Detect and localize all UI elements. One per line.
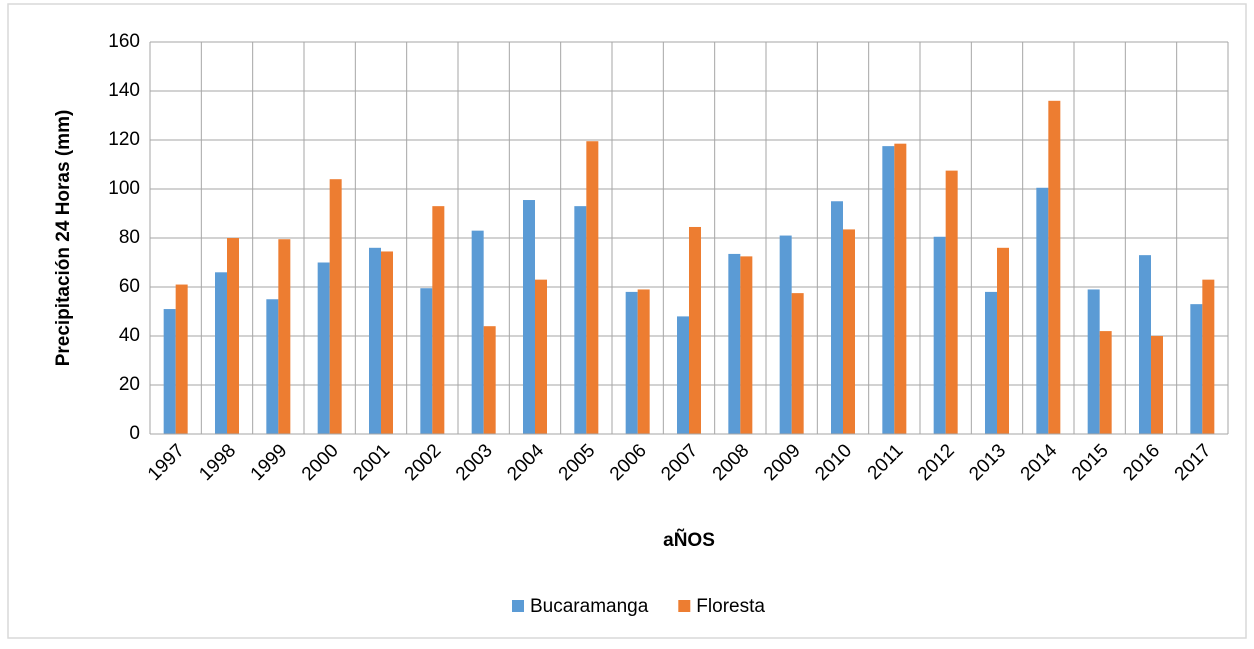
y-tick-label: 0: [129, 423, 140, 444]
bar: [843, 229, 855, 434]
bar: [882, 146, 895, 434]
bar: [586, 141, 599, 434]
bar: [1202, 279, 1215, 434]
bar: [1087, 289, 1100, 434]
bar: [574, 206, 587, 434]
bar: [317, 262, 330, 434]
bar: [985, 291, 997, 434]
bar: [163, 309, 176, 434]
legend-label: Bucaramanga: [530, 596, 649, 617]
bar: [523, 200, 535, 434]
bar: [278, 239, 291, 434]
bar: [728, 253, 741, 434]
bar: [1151, 336, 1163, 434]
y-tick-label: 20: [119, 374, 140, 395]
bar: [215, 272, 227, 434]
bar: [381, 251, 393, 434]
bar: [1099, 331, 1112, 434]
y-tick-label: 60: [119, 276, 140, 297]
bar: [432, 206, 445, 434]
bar: [740, 256, 753, 434]
bar: [227, 238, 239, 434]
y-tick-label: 140: [108, 80, 140, 101]
y-tick-label: 100: [108, 178, 140, 199]
bar: [945, 170, 958, 434]
bar: [779, 235, 792, 434]
bar: [933, 236, 946, 434]
bar: [637, 289, 650, 434]
y-axis-title: Precipitación 24 Horas (mm): [53, 110, 74, 367]
legend-swatch: [512, 600, 524, 612]
bar: [1048, 100, 1061, 435]
bar: [997, 247, 1009, 434]
y-tick-label: 80: [119, 227, 140, 248]
bar: [791, 293, 804, 434]
bar: [535, 279, 547, 434]
bar: [329, 179, 342, 434]
bar: [831, 201, 843, 434]
bar: [689, 226, 701, 434]
bar: [894, 143, 907, 435]
legend-label: Floresta: [696, 596, 765, 617]
bar: [677, 316, 689, 434]
y-tick-label: 120: [108, 129, 140, 150]
legend-swatch: [678, 600, 691, 612]
bar: [266, 299, 279, 434]
bar: [471, 230, 484, 434]
y-tick-label: 160: [108, 31, 140, 52]
bar: [175, 284, 188, 434]
bar: [420, 288, 433, 434]
bar: [369, 247, 381, 434]
y-tick-label: 40: [119, 325, 140, 346]
bar: [483, 326, 496, 434]
bar: [1139, 255, 1151, 434]
bar: [1190, 304, 1203, 434]
x-axis-title: aÑOS: [663, 529, 715, 551]
bar: [625, 291, 638, 434]
bar: [1036, 187, 1049, 434]
